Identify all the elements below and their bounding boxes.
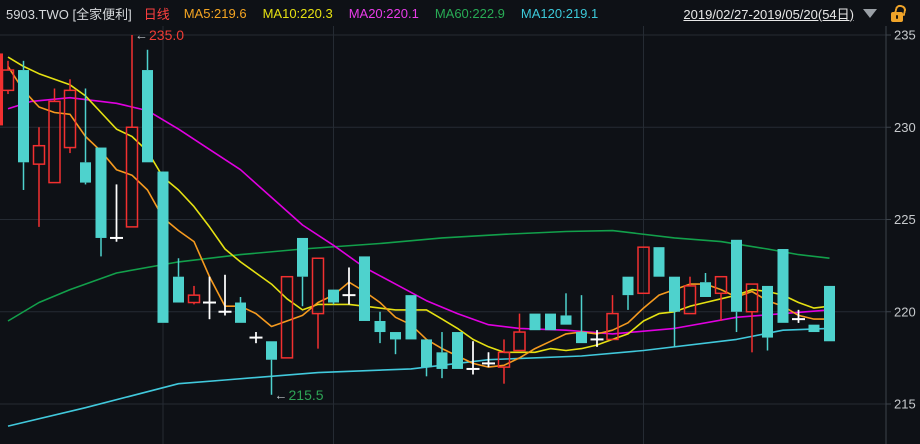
- candle: [187, 285, 201, 305]
- candle: [390, 332, 401, 355]
- candle: [405, 295, 417, 340]
- y-axis-label: 220: [894, 304, 916, 319]
- candle: [529, 313, 541, 331]
- unlock-icon[interactable]: [891, 3, 908, 22]
- candle: [125, 35, 139, 228]
- edge-candle: [0, 53, 3, 126]
- candle: [777, 249, 789, 323]
- high-price-label: 235.0: [149, 27, 184, 43]
- candle: [63, 79, 77, 154]
- candle: [497, 339, 511, 384]
- date-range-selector[interactable]: 2019/02/27-2019/05/20(54日): [683, 6, 854, 22]
- candle: [590, 330, 604, 347]
- candle: [700, 273, 711, 297]
- candle: [1, 60, 15, 95]
- candle: [297, 237, 308, 307]
- candle: [266, 341, 277, 395]
- candle: [280, 275, 294, 359]
- ma120-legend: MA120:219.1: [520, 5, 599, 21]
- candle: [606, 295, 619, 341]
- candle: [731, 239, 742, 333]
- ma60-legend: MA60:222.9: [434, 5, 505, 21]
- candle: [792, 309, 805, 323]
- candle: [18, 60, 29, 190]
- ma20-line: [7, 96, 830, 335]
- candle: [157, 171, 169, 323]
- candle: [669, 276, 680, 347]
- chevron-down-icon[interactable]: [863, 8, 877, 18]
- y-axis-label: 230: [894, 120, 916, 135]
- candle: [513, 313, 526, 352]
- candle: [421, 339, 432, 377]
- period-label: 日线: [143, 6, 170, 22]
- candle: [203, 276, 216, 320]
- candle: [32, 127, 46, 227]
- candle: [762, 285, 773, 351]
- candle: [311, 257, 325, 349]
- ma10-legend: MA10:220.3: [262, 5, 333, 21]
- ma5-legend: MA5:219.6: [183, 5, 247, 21]
- candle: [235, 296, 246, 323]
- candle: [576, 295, 587, 344]
- candle: [142, 49, 153, 163]
- ma60-line: [7, 229, 830, 322]
- y-axis-label: 235: [894, 28, 916, 43]
- candle: [218, 274, 232, 316]
- candle: [48, 88, 61, 184]
- candle: [95, 147, 107, 257]
- candle: [436, 332, 448, 379]
- ma5-line: [7, 65, 830, 368]
- ma20-legend: MA20:220.1: [348, 5, 419, 21]
- ma10-line: [7, 56, 830, 354]
- candle: [482, 352, 495, 368]
- candle: [328, 289, 339, 305]
- candle: [714, 275, 728, 321]
- low-arrow-icon: ←: [275, 387, 288, 402]
- low-price-label: 215.5: [289, 387, 324, 403]
- candle: [374, 311, 386, 344]
- y-axis-label: 215: [894, 397, 916, 412]
- chart-header: 5903.TWO [全家便利] 日线 MA5:219.6 MA10:220.3 …: [0, 0, 920, 26]
- y-axis-label: 225: [894, 212, 916, 227]
- candle: [653, 247, 665, 277]
- ma120-line: [7, 327, 830, 427]
- candle: [545, 313, 556, 331]
- candle: [342, 267, 356, 305]
- candle: [173, 258, 184, 303]
- high-arrow-icon: ←: [135, 28, 148, 43]
- candle: [745, 283, 759, 353]
- candle: [808, 324, 820, 333]
- candle: [622, 276, 634, 310]
- candle: [452, 332, 463, 369]
- candle: [466, 341, 480, 375]
- candle: [249, 332, 263, 344]
- candle: [560, 293, 572, 325]
- symbol-title: 5903.TWO [全家便利]: [6, 6, 132, 22]
- candle: [637, 246, 650, 295]
- candle: [824, 285, 835, 342]
- candle: [683, 276, 697, 315]
- candle: [80, 88, 91, 185]
- candle: [359, 256, 370, 321]
- candle: [110, 184, 123, 242]
